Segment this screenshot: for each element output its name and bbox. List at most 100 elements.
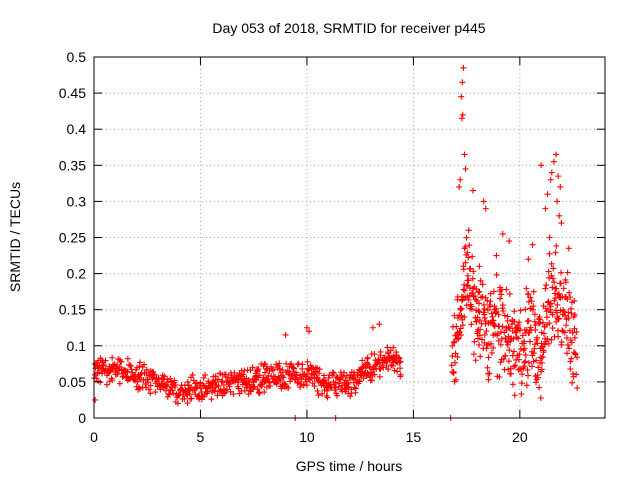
data-point	[495, 311, 502, 318]
data-point-marker	[527, 294, 534, 301]
data-point	[276, 365, 283, 372]
data-point-marker	[369, 324, 376, 331]
data-point-marker	[548, 336, 555, 343]
data-point	[452, 376, 459, 383]
data-point	[475, 300, 482, 307]
data-point	[118, 358, 125, 365]
data-point	[235, 379, 242, 386]
data-point	[469, 253, 476, 260]
data-point-marker	[321, 377, 328, 384]
data-point-marker	[449, 353, 456, 360]
data-point-marker	[305, 366, 312, 373]
data-point-marker	[256, 390, 263, 397]
data-point	[519, 332, 526, 339]
data-point-marker	[381, 354, 388, 361]
data-point-marker	[266, 383, 273, 390]
data-point	[479, 281, 486, 288]
data-point	[460, 266, 467, 273]
data-point	[240, 371, 247, 378]
y-tick-label: 0.4	[67, 121, 87, 137]
data-point-marker	[274, 378, 281, 385]
data-point	[482, 205, 489, 212]
data-point	[571, 311, 578, 318]
data-point-marker	[118, 358, 125, 365]
data-point	[478, 336, 485, 343]
data-point	[449, 342, 456, 349]
data-point-marker	[545, 268, 552, 275]
data-point-marker	[311, 383, 318, 390]
data-point-marker	[532, 322, 539, 329]
data-point-marker	[495, 337, 502, 344]
data-point	[266, 367, 273, 374]
data-point	[164, 376, 171, 383]
data-point	[275, 362, 282, 369]
data-point	[542, 305, 549, 312]
data-point-marker	[552, 295, 559, 302]
data-point-marker	[457, 306, 464, 313]
data-point-marker	[475, 300, 482, 307]
data-point-marker	[573, 328, 580, 335]
y-tick-label: 0.3	[67, 193, 87, 209]
data-point	[454, 314, 461, 321]
data-point-marker	[184, 400, 191, 407]
data-point	[555, 173, 562, 180]
data-point-marker	[538, 355, 545, 362]
data-point-marker	[136, 385, 143, 392]
data-point-marker	[464, 249, 471, 256]
data-point	[347, 393, 354, 400]
data-point-marker	[385, 366, 392, 373]
data-point	[468, 321, 475, 328]
data-point-marker	[303, 378, 310, 385]
data-point-marker	[99, 362, 106, 369]
data-point-marker	[565, 315, 572, 322]
data-point	[487, 298, 494, 305]
x-tick-label: 15	[406, 429, 422, 445]
data-point-marker	[477, 326, 484, 333]
data-point-marker	[503, 327, 510, 334]
data-point	[268, 363, 275, 370]
data-point	[272, 373, 279, 380]
data-point-marker	[462, 243, 469, 250]
data-point-marker	[397, 358, 404, 365]
data-point	[522, 358, 529, 365]
data-point	[181, 395, 188, 402]
data-point	[299, 361, 306, 368]
data-point	[469, 275, 476, 282]
data-point-marker	[525, 317, 532, 324]
data-point-marker	[486, 370, 493, 377]
data-point-marker	[208, 396, 215, 403]
data-point-marker	[390, 344, 397, 351]
data-point	[251, 383, 258, 390]
data-point-marker	[241, 387, 248, 394]
data-point-marker	[522, 358, 529, 365]
data-point-marker	[548, 260, 555, 267]
data-point	[518, 380, 525, 387]
data-point	[493, 308, 500, 315]
data-point-marker	[299, 361, 306, 368]
data-point-marker	[574, 385, 581, 392]
data-point	[531, 311, 538, 318]
data-point-marker	[332, 384, 339, 391]
data-point	[380, 364, 387, 371]
data-point-marker	[315, 392, 322, 399]
data-point-marker	[172, 381, 179, 388]
data-point	[534, 334, 541, 341]
y-tick-label: 0.45	[59, 85, 86, 101]
data-point-marker	[504, 313, 511, 320]
data-point-marker	[283, 383, 290, 390]
data-point-marker	[553, 151, 560, 158]
data-point	[457, 176, 464, 183]
data-point	[543, 282, 550, 289]
data-point-marker	[304, 358, 311, 365]
data-point	[568, 310, 575, 317]
data-point	[470, 268, 477, 275]
data-point	[546, 320, 553, 327]
data-point	[557, 280, 564, 287]
data-point-marker	[174, 400, 181, 407]
data-point	[495, 337, 502, 344]
data-point-marker	[496, 373, 503, 380]
data-point	[167, 375, 174, 382]
data-point-marker	[466, 285, 473, 292]
data-point	[352, 385, 359, 392]
data-point-marker	[515, 335, 522, 342]
